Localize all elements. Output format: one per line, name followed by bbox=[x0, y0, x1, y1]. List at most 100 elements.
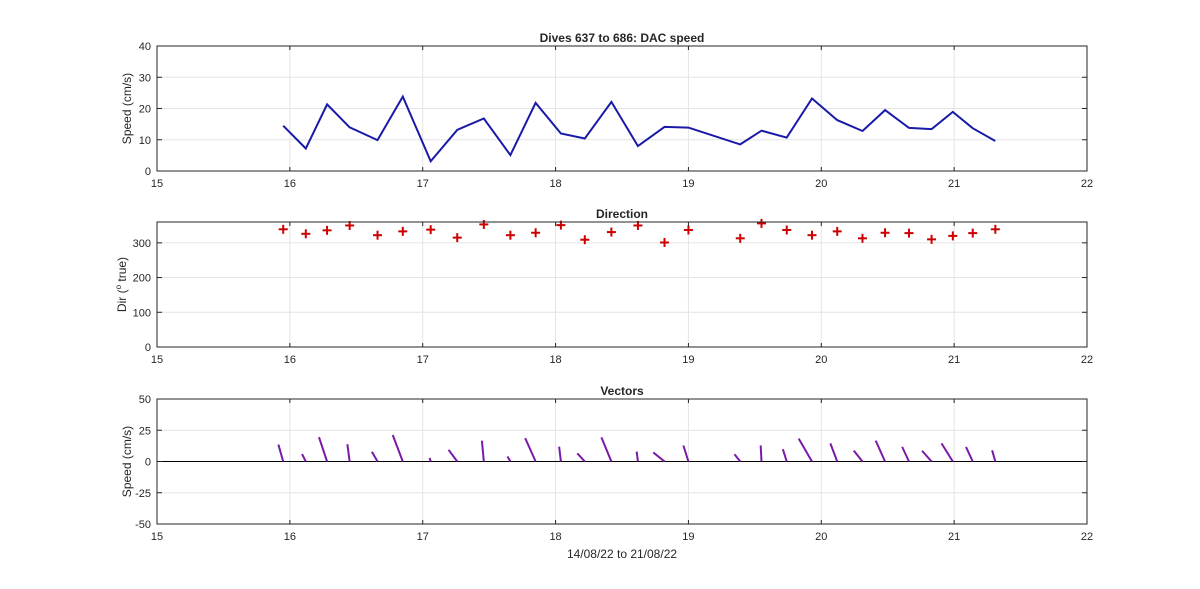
vectors-xtick-label: 21 bbox=[948, 531, 960, 543]
direction-xtick-label: 19 bbox=[682, 354, 694, 366]
speed-xtick-label: 19 bbox=[682, 178, 694, 190]
speed-xtick-label: 15 bbox=[151, 178, 163, 190]
speed-ylabel: Speed (cm/s) bbox=[120, 73, 134, 144]
vector-stick bbox=[447, 449, 459, 463]
direction-panel: 15 16 17 18 19 20 21 22 0 100 200 300 Direction Dir… bbox=[114, 207, 1093, 366]
vectors-xtick-label: 20 bbox=[815, 531, 827, 543]
direction-marker bbox=[452, 233, 462, 243]
direction-marker bbox=[426, 225, 436, 235]
direction-marker bbox=[479, 219, 489, 229]
vectors-xtick-label: 22 bbox=[1081, 531, 1093, 543]
vector-stick bbox=[346, 444, 351, 462]
speed-xtick-label: 16 bbox=[284, 178, 296, 190]
vector-stick bbox=[797, 438, 813, 463]
direction-xtick-label: 15 bbox=[151, 354, 163, 366]
speed-ytick-label: 40 bbox=[139, 41, 151, 53]
direction-marker bbox=[857, 233, 867, 243]
vector-stick bbox=[371, 451, 379, 463]
direction-marker bbox=[990, 224, 1000, 234]
vectors-ytick-label: 50 bbox=[139, 394, 151, 406]
direction-ylabel-tail: true) bbox=[115, 257, 129, 285]
direction-ytick-label: 100 bbox=[133, 307, 151, 319]
vector-stick bbox=[991, 450, 997, 462]
direction-marker bbox=[301, 229, 311, 239]
vector-stick bbox=[733, 453, 742, 463]
speed-ytick-label: 0 bbox=[145, 166, 151, 178]
direction-marker bbox=[606, 227, 616, 237]
direction-marker bbox=[927, 234, 937, 244]
vectors-title: Vectors bbox=[600, 384, 644, 398]
vector-stick bbox=[318, 436, 329, 462]
direction-xtick-label: 16 bbox=[284, 354, 296, 366]
vectors-ytick-label: 25 bbox=[139, 425, 151, 437]
direction-xtick-label: 21 bbox=[948, 354, 960, 366]
vectors-xtick-label: 18 bbox=[549, 531, 561, 543]
speed-ticks: 15 16 17 18 19 20 21 22 0 10 20 30 40 bbox=[139, 41, 1093, 190]
vectors-xtick-label: 15 bbox=[151, 531, 163, 543]
vectors-series bbox=[277, 434, 997, 463]
vector-stick bbox=[652, 451, 666, 463]
vector-stick bbox=[558, 446, 562, 462]
direction-marker bbox=[660, 237, 670, 247]
speed-xtick-label: 22 bbox=[1081, 178, 1093, 190]
speed-xtick-label: 18 bbox=[549, 178, 561, 190]
direction-xtick-label: 20 bbox=[815, 354, 827, 366]
vector-stick bbox=[852, 449, 864, 463]
direction-ticks: 15 16 17 18 19 20 21 22 0 100 200 300 bbox=[133, 222, 1093, 366]
speed-grid bbox=[157, 46, 1087, 171]
vector-stick bbox=[921, 450, 933, 463]
direction-marker bbox=[531, 228, 541, 238]
speed-series bbox=[282, 94, 996, 164]
vectors-ticks: 15 16 17 18 19 20 21 22 -50 -25 0 25 50 bbox=[135, 394, 1093, 543]
direction-marker bbox=[968, 228, 978, 238]
direction-marker bbox=[505, 230, 515, 240]
speed-title: Dives 637 to 686: DAC speed bbox=[540, 31, 705, 45]
vectors-panel: 15 16 17 18 19 20 21 22 -50 -25 0 25 50 Vectors Spee… bbox=[120, 384, 1093, 561]
vector-stick bbox=[428, 457, 432, 462]
vectors-ytick-label: -50 bbox=[135, 519, 151, 531]
vectors-xtick-label: 16 bbox=[284, 531, 296, 543]
direction-marker bbox=[580, 235, 590, 245]
vector-stick bbox=[901, 446, 910, 462]
vector-stick bbox=[277, 444, 285, 462]
vectors-ytick-label: 0 bbox=[145, 457, 151, 469]
direction-marker bbox=[398, 226, 408, 236]
direction-xtick-label: 17 bbox=[417, 354, 429, 366]
direction-series bbox=[278, 218, 1000, 247]
vector-stick bbox=[480, 440, 485, 462]
direction-ytick-label: 300 bbox=[133, 238, 151, 250]
direction-marker bbox=[880, 228, 890, 238]
vectors-xtick-label: 17 bbox=[417, 531, 429, 543]
direction-marker bbox=[832, 226, 842, 236]
direction-xtick-label: 18 bbox=[549, 354, 561, 366]
vector-stick bbox=[576, 452, 586, 463]
direction-ylabel-degree-sup: o bbox=[114, 284, 123, 289]
vector-stick bbox=[965, 446, 974, 462]
direction-ylabel-main: Dir ( bbox=[115, 289, 129, 312]
vectors-xlabel: 14/08/22 to 21/08/22 bbox=[567, 547, 677, 561]
direction-marker bbox=[757, 218, 766, 228]
speed-panel: 15 16 17 18 19 20 21 22 0 10 20 30 40 Dives 637 to 6… bbox=[120, 31, 1093, 190]
vectors-ytick-label: -25 bbox=[135, 488, 151, 500]
direction-ylabel: Dir (o true) bbox=[114, 257, 129, 312]
speed-xtick-label: 21 bbox=[948, 178, 960, 190]
vector-stick bbox=[301, 453, 307, 462]
direction-marker bbox=[904, 228, 914, 238]
direction-ytick-label: 0 bbox=[145, 342, 151, 354]
vector-stick bbox=[506, 455, 512, 463]
speed-xtick-label: 20 bbox=[815, 178, 827, 190]
vector-stick bbox=[874, 440, 886, 462]
direction-marker bbox=[278, 224, 288, 234]
direction-marker bbox=[782, 225, 792, 235]
speed-xtick-label: 17 bbox=[417, 178, 429, 190]
direction-marker bbox=[948, 231, 958, 241]
speed-ytick-label: 30 bbox=[139, 72, 151, 84]
direction-title: Direction bbox=[596, 207, 648, 221]
direction-ytick-label: 200 bbox=[133, 273, 151, 285]
vector-stick bbox=[940, 442, 954, 463]
direction-marker bbox=[807, 230, 817, 240]
vector-stick bbox=[759, 445, 763, 462]
direction-xtick-label: 22 bbox=[1081, 354, 1093, 366]
